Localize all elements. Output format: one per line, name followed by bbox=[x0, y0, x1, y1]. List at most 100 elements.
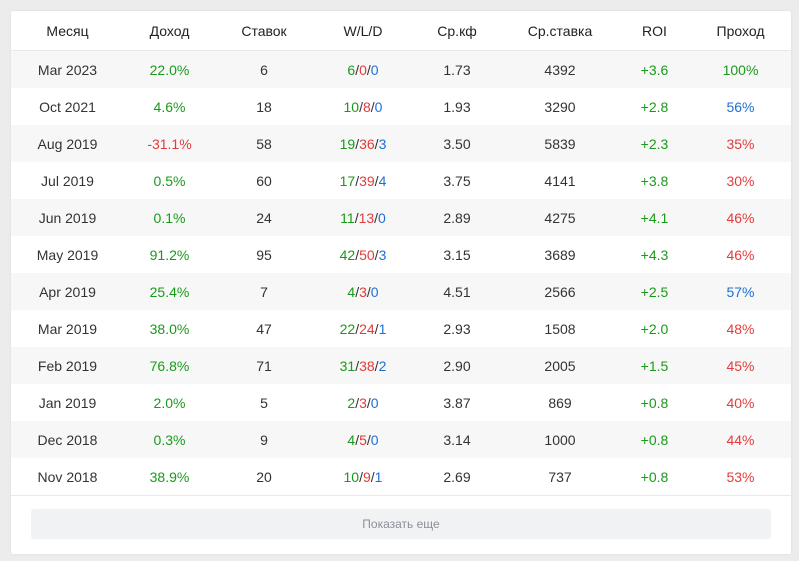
cell-avg-odds: 1.73 bbox=[413, 50, 501, 88]
cell-avg-odds: 1.93 bbox=[413, 88, 501, 125]
cell-avg-stake: 2566 bbox=[501, 273, 619, 310]
cell-avg-odds: 2.69 bbox=[413, 458, 501, 496]
cell-income: 38.0% bbox=[124, 310, 215, 347]
cell-avg-stake: 737 bbox=[501, 458, 619, 496]
cell-pass: 56% bbox=[690, 88, 791, 125]
table-row[interactable]: Mar 2019 38.0% 47 22/24/1 2.93 1508 +2.0 48% bbox=[11, 310, 791, 347]
table-row[interactable]: Aug 2019 -31.1% 58 19/36/3 3.50 5839 +2.3 35% bbox=[11, 125, 791, 162]
cell-bets: 9 bbox=[215, 421, 313, 458]
cell-bets: 47 bbox=[215, 310, 313, 347]
wld-separator: / bbox=[355, 283, 360, 300]
cell-roi: +2.0 bbox=[619, 310, 690, 347]
cell-pass: 30% bbox=[690, 162, 791, 199]
cell-income: 76.8% bbox=[124, 347, 215, 384]
wld-wins: 4 bbox=[347, 431, 356, 448]
wld-draws: 0 bbox=[374, 98, 383, 115]
cell-avg-odds: 4.51 bbox=[413, 273, 501, 310]
wld-draws: 0 bbox=[370, 61, 379, 78]
cell-month: Nov 2018 bbox=[11, 458, 124, 496]
wld-separator: / bbox=[355, 394, 360, 411]
cell-roi: +0.8 bbox=[619, 421, 690, 458]
wld-separator: / bbox=[374, 246, 379, 263]
header-pass[interactable]: Проход bbox=[690, 11, 791, 51]
cell-bets: 20 bbox=[215, 458, 313, 496]
wld-losses: 50 bbox=[359, 246, 375, 263]
wld-wins: 10 bbox=[343, 98, 360, 115]
cell-avg-stake: 4275 bbox=[501, 199, 619, 236]
wld-separator: / bbox=[370, 468, 375, 485]
header-avg-odds[interactable]: Ср.кф bbox=[413, 11, 501, 51]
cell-roi: +2.5 bbox=[619, 273, 690, 310]
wld-wins: 6 bbox=[347, 61, 356, 78]
wld-draws: 0 bbox=[370, 283, 379, 300]
wld-draws: 0 bbox=[378, 209, 386, 226]
cell-bets: 60 bbox=[215, 162, 313, 199]
table-row[interactable]: Jul 2019 0.5% 60 17/39/4 3.75 4141 +3.8 30% bbox=[11, 162, 791, 199]
wld-draws: 0 bbox=[370, 431, 379, 448]
cell-pass: 35% bbox=[690, 125, 791, 162]
table-row[interactable]: Dec 2018 0.3% 9 4/5/0 3.14 1000 +0.8 44% bbox=[11, 421, 791, 458]
wld-separator: / bbox=[366, 394, 371, 411]
header-bets[interactable]: Ставок bbox=[215, 11, 313, 51]
wld-draws: 1 bbox=[374, 468, 383, 485]
table-row[interactable]: Jun 2019 0.1% 24 11/13/0 2.89 4275 +4.1 46% bbox=[11, 199, 791, 236]
cell-income: 0.5% bbox=[124, 162, 215, 199]
show-more-container: Показать еще bbox=[31, 509, 771, 539]
header-avg-stake[interactable]: Ср.ставка bbox=[501, 11, 619, 51]
cell-month: Jun 2019 bbox=[11, 199, 124, 236]
wld-draws: 1 bbox=[378, 320, 387, 337]
table-row[interactable]: Apr 2019 25.4% 7 4/3/0 4.51 2566 +2.5 57% bbox=[11, 273, 791, 310]
cell-avg-stake: 3689 bbox=[501, 236, 619, 273]
show-more-button[interactable]: Показать еще bbox=[31, 509, 771, 539]
table-row[interactable]: Jan 2019 2.0% 5 2/3/0 3.87 869 +0.8 40% bbox=[11, 384, 791, 421]
cell-avg-odds: 2.90 bbox=[413, 347, 501, 384]
table-row[interactable]: Oct 2021 4.6% 18 10/8/0 1.93 3290 +2.8 56% bbox=[11, 88, 791, 125]
wld-separator: / bbox=[366, 431, 371, 448]
cell-bets: 24 bbox=[215, 199, 313, 236]
wld-separator: / bbox=[355, 357, 360, 374]
cell-wld: 11/13/0 bbox=[313, 199, 413, 236]
cell-income: 0.3% bbox=[124, 421, 215, 458]
table-row[interactable]: Feb 2019 76.8% 71 31/38/2 2.90 2005 +1.5 45% bbox=[11, 347, 791, 384]
cell-wld: 42/50/3 bbox=[313, 236, 413, 273]
wld-wins: 11 bbox=[340, 209, 355, 226]
cell-avg-odds: 3.87 bbox=[413, 384, 501, 421]
table-row[interactable]: Mar 2023 22.0% 6 6/0/0 1.73 4392 +3.6 100% bbox=[11, 50, 791, 88]
cell-roi: +0.8 bbox=[619, 458, 690, 496]
header-income[interactable]: Доход bbox=[124, 11, 215, 51]
wld-draws: 3 bbox=[378, 135, 387, 152]
wld-wins: 4 bbox=[347, 283, 356, 300]
wld-losses: 36 bbox=[359, 135, 375, 152]
cell-roi: +3.8 bbox=[619, 162, 690, 199]
cell-wld: 6/0/0 bbox=[313, 50, 413, 88]
wld-losses: 13 bbox=[358, 209, 375, 226]
wld-losses: 9 bbox=[362, 468, 371, 485]
header-month[interactable]: Месяц bbox=[11, 11, 124, 51]
wld-separator: / bbox=[355, 135, 360, 152]
cell-income: 4.6% bbox=[124, 88, 215, 125]
wld-wins: 17 bbox=[339, 172, 356, 189]
cell-avg-stake: 1000 bbox=[501, 421, 619, 458]
cell-pass: 48% bbox=[690, 310, 791, 347]
wld-losses: 38 bbox=[359, 357, 375, 374]
table-row[interactable]: Nov 2018 38.9% 20 10/9/1 2.69 737 +0.8 53% bbox=[11, 458, 791, 496]
wld-losses: 24 bbox=[359, 320, 375, 337]
header-wld[interactable]: W/L/D bbox=[313, 11, 413, 51]
cell-bets: 7 bbox=[215, 273, 313, 310]
cell-roi: +3.6 bbox=[619, 50, 690, 88]
cell-wld: 10/9/1 bbox=[313, 458, 413, 496]
cell-month: May 2019 bbox=[11, 236, 124, 273]
wld-separator: / bbox=[359, 468, 363, 485]
cell-avg-stake: 4141 bbox=[501, 162, 619, 199]
header-roi[interactable]: ROI bbox=[619, 11, 690, 51]
cell-month: Mar 2023 bbox=[11, 50, 124, 88]
wld-wins: 2 bbox=[347, 394, 356, 411]
table-row[interactable]: May 2019 91.2% 95 42/50/3 3.15 3689 +4.3 46% bbox=[11, 236, 791, 273]
cell-month: Oct 2021 bbox=[11, 88, 124, 125]
cell-avg-stake: 5839 bbox=[501, 125, 619, 162]
cell-income: 38.9% bbox=[124, 458, 215, 496]
wld-separator: / bbox=[355, 431, 360, 448]
table-header-row: Месяц Доход Ставок W/L/D Ср.кф Ср.ставка… bbox=[11, 11, 791, 51]
cell-month: Aug 2019 bbox=[11, 125, 124, 162]
wld-wins: 22 bbox=[339, 320, 356, 337]
